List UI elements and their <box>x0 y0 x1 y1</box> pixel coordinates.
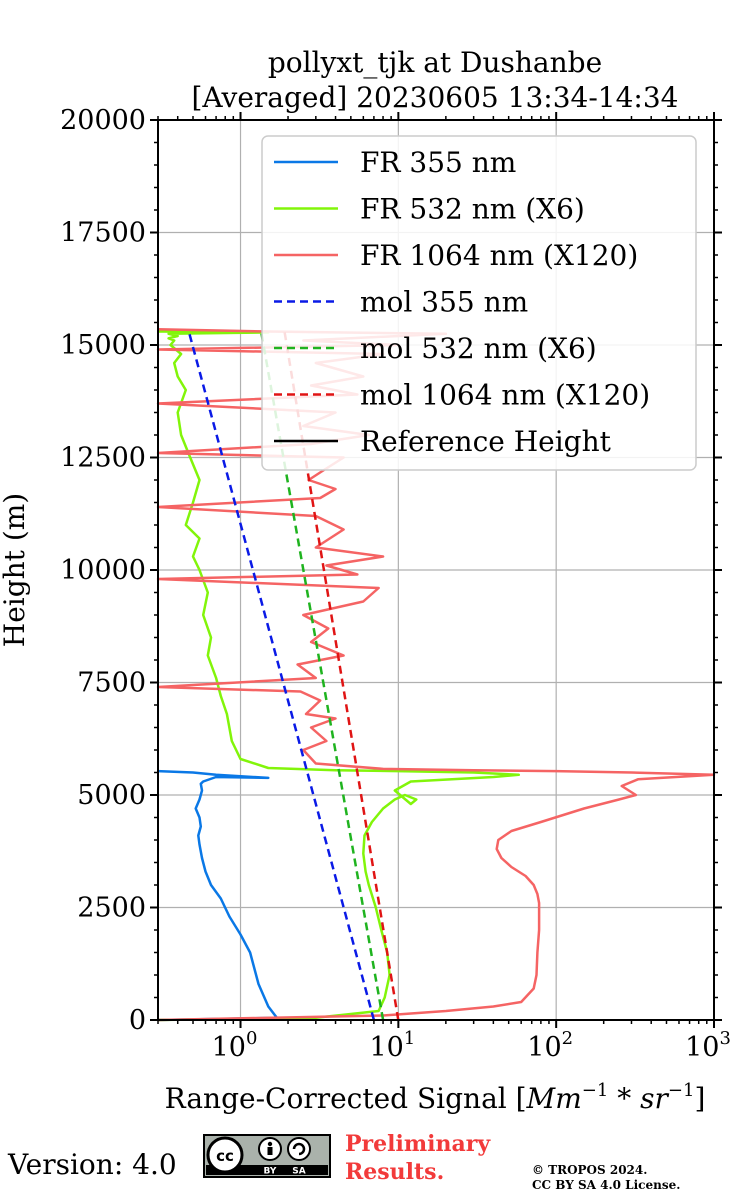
y-tick-label: 5000 <box>77 780 146 811</box>
y-tick-label: 2500 <box>77 893 146 924</box>
legend-label: FR 1064 nm (X120) <box>360 239 638 272</box>
legend-label: mol 1064 nm (X120) <box>360 379 650 412</box>
preliminary-line-2: Results. <box>345 1159 445 1185</box>
preliminary-results-label: Preliminary Results. <box>345 1130 490 1186</box>
x-axis-label-unit-mul: * sr <box>608 1082 669 1115</box>
tick-layer: 0 2500 5000 7500 10000 12500 15000 17500 20000 10… <box>60 105 731 1063</box>
x-tick-label: 101 <box>369 1028 415 1063</box>
x-axis-label: Range-Corrected Signal [Mm−1 * sr−1] <box>165 1080 706 1115</box>
sa-icon-arrow <box>292 1142 306 1156</box>
cc-by-sa-badge: cc BY SA <box>203 1134 331 1178</box>
copyright-line-2: CC BY SA 4.0 License. <box>532 1178 681 1192</box>
cc-icon-text: cc <box>216 1147 234 1165</box>
legend-label: Reference Height <box>360 425 612 458</box>
x-tick-label: 103 <box>685 1028 731 1063</box>
badge-by-label: BY <box>264 1167 277 1177</box>
sa-icon <box>287 1137 311 1161</box>
series-line-mol-355-nm <box>187 331 376 1021</box>
series-line-fr-355-nm <box>157 769 279 1022</box>
y-tick-label: 0 <box>129 1005 146 1036</box>
x-tick-label: 102 <box>527 1028 573 1063</box>
x-tick-label: 100 <box>212 1028 258 1063</box>
legend-entries: FR 355 nm FR 532 nm (X6) FR 1064 nm (X120)… <box>274 146 650 458</box>
lidar-profile-chart: pollyxt_tjk at Dushanbe [Averaged] 20230… <box>0 46 731 1115</box>
chart-title: pollyxt_tjk at Dushanbe <box>268 46 602 79</box>
x-axis-label-unit-exp1: −1 <box>582 1080 609 1101</box>
by-icon-body <box>267 1147 273 1155</box>
legend-label: FR 355 nm <box>360 146 516 179</box>
legend: FR 355 nm FR 532 nm (X6) FR 1064 nm (X120)… <box>261 135 697 471</box>
version-label: Version: 4.0 <box>8 1148 177 1181</box>
y-tick-label: 15000 <box>60 330 146 361</box>
by-icon-head <box>267 1141 273 1147</box>
y-tick-label: 17500 <box>60 218 146 249</box>
x-axis-label-unit-exp2: −1 <box>668 1080 695 1101</box>
y-tick-label: 7500 <box>77 668 146 699</box>
legend-label: mol 532 nm (X6) <box>360 332 597 365</box>
legend-label: mol 355 nm <box>360 286 528 319</box>
y-tick-label: 12500 <box>60 443 146 474</box>
chart-subtitle: [Averaged] 20230605 13:34-14:34 <box>192 81 679 114</box>
x-axis-label-close: ] <box>694 1082 705 1115</box>
y-axis-label: Height (m) <box>0 493 31 647</box>
copyright-line-1: © TROPOS 2024. <box>532 1163 648 1177</box>
x-axis-label-text: Range-Corrected Signal [ <box>165 1082 527 1115</box>
series-line-fr-532-nm-x6 <box>157 330 521 1022</box>
y-tick-label: 20000 <box>60 105 146 136</box>
y-tick-label: 10000 <box>60 555 146 586</box>
badge-sa-label: SA <box>292 1167 305 1177</box>
legend-box <box>261 135 697 471</box>
copyright-notice: © TROPOS 2024. CC BY SA 4.0 License. <box>532 1163 680 1193</box>
x-axis-label-unit-mm: Mm <box>526 1082 582 1115</box>
cc-icon <box>206 1136 244 1174</box>
legend-label: FR 532 nm (X6) <box>360 193 585 226</box>
preliminary-line-1: Preliminary <box>345 1131 491 1157</box>
